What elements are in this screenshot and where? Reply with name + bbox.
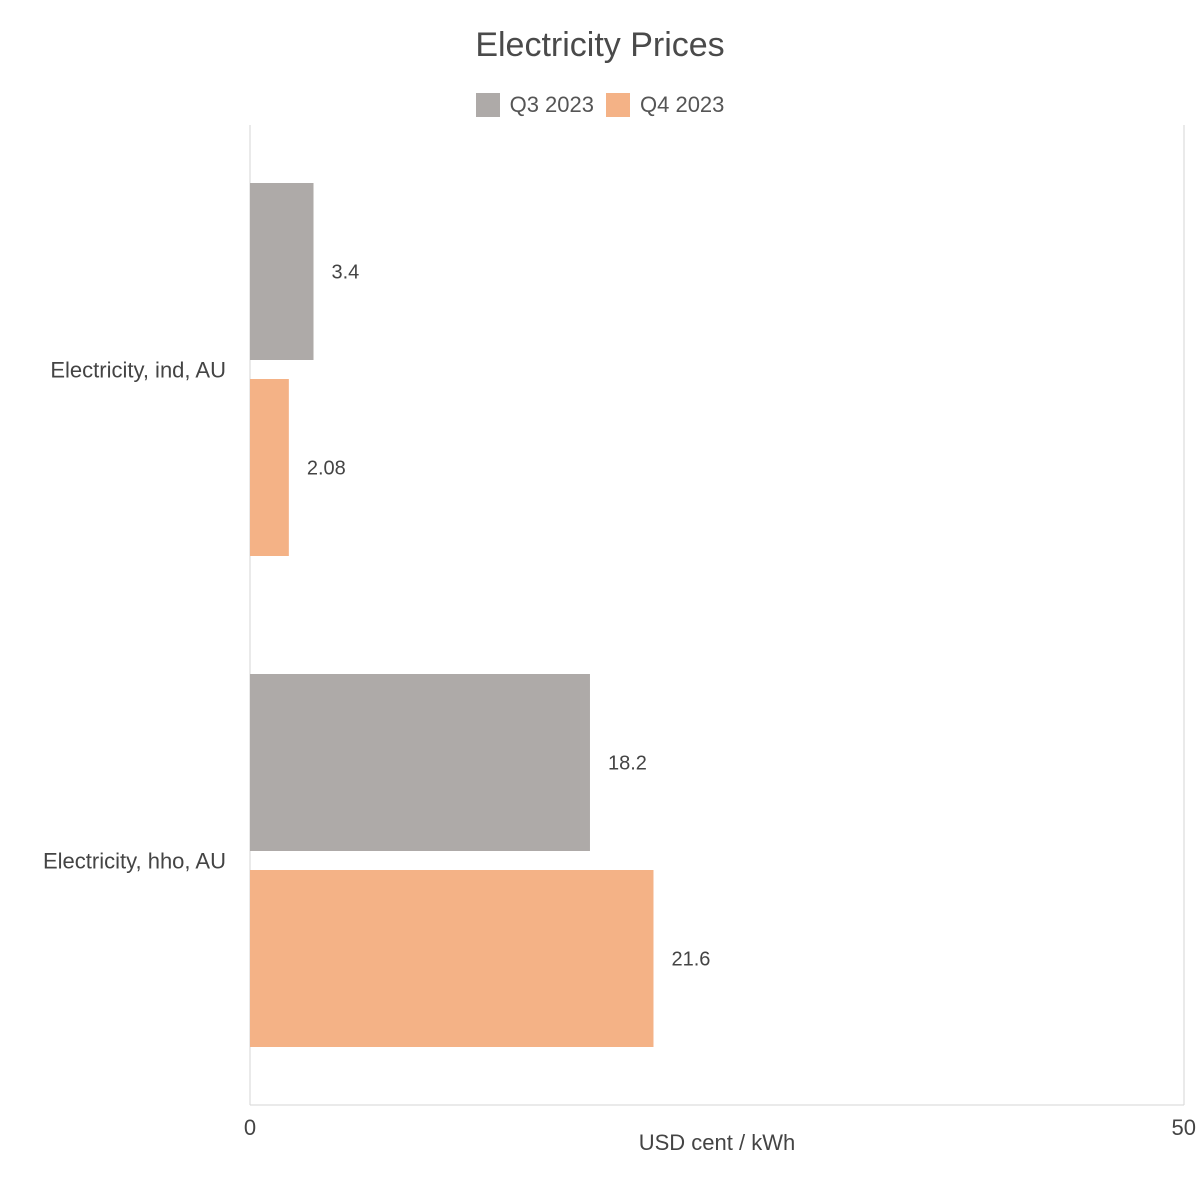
bar-ind-q3[interactable] [250, 183, 314, 360]
bars-group [250, 183, 654, 1047]
x-tick-labels-group: 0 50 [244, 1115, 1196, 1140]
legend-swatch-q3-2023 [475, 93, 500, 117]
bar-hho-q3[interactable] [250, 674, 590, 851]
category-label-hho: Electricity, hho, AU [43, 849, 226, 874]
legend-item-q4-2023[interactable]: Q4 2023 [606, 92, 724, 118]
data-label-hho-q4: 21.6 [671, 949, 710, 971]
x-tick-label-50: 50 [1172, 1115, 1196, 1140]
legend-swatch-q4-2023 [606, 93, 630, 117]
legend-item-q3-2023[interactable]: Q3 2023 [475, 92, 594, 118]
legend-label-q4-2023: Q4 2023 [640, 92, 725, 117]
x-tick-label-0: 0 [244, 1115, 256, 1140]
chart-title: Electricity Prices [475, 26, 725, 64]
data-label-ind-q3: 3.4 [332, 262, 360, 284]
bar-hho-q4[interactable] [250, 870, 654, 1047]
legend: Q3 2023 Q4 2023 [0, 92, 1200, 118]
category-labels-group: Electricity, ind, AU Electricity, hho, AU [43, 358, 226, 874]
data-label-hho-q3: 18.2 [608, 753, 647, 775]
data-label-ind-q4: 2.08 [307, 458, 346, 480]
data-labels-group: 3.4 2.08 18.2 21.6 [307, 262, 711, 971]
legend-label-q3-2023: Q3 2023 [509, 92, 594, 117]
x-axis-label: USD cent / kWh [639, 1130, 795, 1155]
bar-ind-q4[interactable] [250, 379, 289, 556]
category-label-ind: Electricity, ind, AU [50, 358, 226, 383]
